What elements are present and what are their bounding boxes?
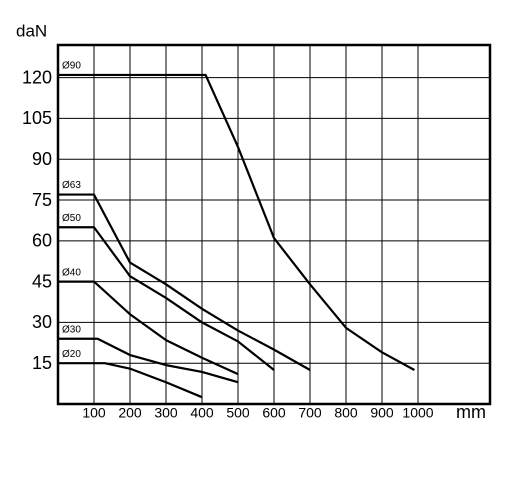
y-tick-label: 105	[22, 108, 52, 128]
series-line	[58, 362, 203, 399]
x-axis-label: mm	[456, 402, 486, 422]
x-tick-label: 700	[298, 405, 322, 421]
x-tick-label: 100	[82, 405, 106, 421]
y-tick-label: 45	[32, 271, 52, 291]
series-line	[58, 193, 311, 371]
series-line	[58, 337, 239, 384]
y-tick-label: 60	[32, 231, 52, 251]
y-tick-label: 90	[32, 149, 52, 169]
series-label: Ø63	[62, 180, 81, 191]
x-tick-label: 600	[262, 405, 286, 421]
x-tick-label: 300	[154, 405, 178, 421]
y-tick-label: 15	[32, 353, 52, 373]
y-tick-label: 30	[32, 312, 52, 332]
series-label: Ø40	[62, 267, 81, 278]
y-tick-label: 120	[22, 67, 52, 87]
x-tick-label: 1000	[402, 405, 433, 421]
series-label: Ø20	[62, 349, 81, 360]
x-tick-label: 500	[226, 405, 250, 421]
series-line	[58, 280, 239, 376]
series-label: Ø50	[62, 213, 81, 224]
series-line	[58, 226, 275, 371]
plot-frame	[56, 43, 492, 406]
x-tick-label: 800	[334, 405, 358, 421]
y-axis-label: daN	[16, 21, 47, 40]
series-label: Ø90	[62, 61, 81, 72]
x-tick-label: 200	[118, 405, 142, 421]
x-tick-label: 400	[190, 405, 214, 421]
x-tick-label: 900	[370, 405, 394, 421]
series-label: Ø30	[62, 324, 81, 335]
y-tick-label: 75	[32, 190, 52, 210]
series-line	[58, 73, 415, 371]
